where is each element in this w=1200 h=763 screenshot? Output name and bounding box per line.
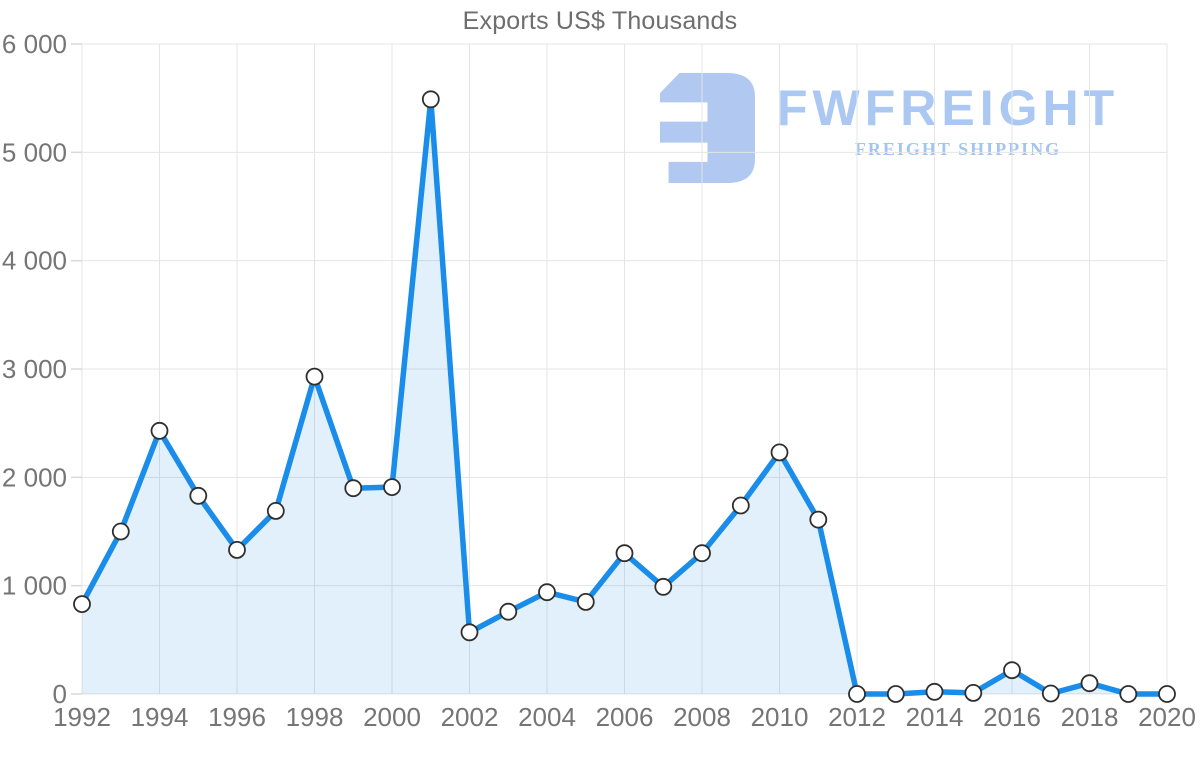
data-point-2013[interactable] [886,685,905,703]
data-point-2000[interactable] [383,478,401,497]
data-point-2001[interactable] [421,90,440,109]
watermark-tagline-text: FREIGHT SHIPPING [854,139,1062,159]
x-axis-label: 2014 [906,702,964,732]
fwfreight-logo-icon [659,73,755,183]
x-axis-label: 1996 [208,702,266,732]
data-point-2019[interactable] [1119,685,1138,703]
watermark-logo: FWFREIGHT FREIGHT SHIPPING [647,73,1139,183]
data-point-2016[interactable] [1003,661,1021,680]
data-point-2006[interactable] [615,544,634,563]
x-axis-label: 1994 [131,702,189,732]
y-axis-label: 1 000 [2,571,67,601]
data-point-2004[interactable] [538,583,556,602]
data-point-1998[interactable] [305,367,324,386]
data-point-1992[interactable] [73,595,91,613]
data-point-2014[interactable] [925,682,944,701]
y-axis-label: 2 000 [2,462,67,492]
data-point-1993[interactable] [111,522,130,541]
data-point-2017[interactable] [1041,684,1060,703]
data-point-2018[interactable] [1080,674,1099,693]
data-point-2007[interactable] [654,577,673,596]
data-point-2010[interactable] [770,443,789,462]
data-point-1994[interactable] [150,421,169,440]
y-axis-label: 4 000 [2,246,67,276]
watermark-text-block: FWFREIGHT FREIGHT SHIPPING [777,81,1139,160]
data-point-1996[interactable] [228,541,246,559]
watermark-brand-text: FWFREIGHT [777,80,1120,136]
y-axis-label: 3 000 [2,354,67,384]
x-axis-label: 1992 [53,702,111,732]
data-point-2008[interactable] [693,544,711,563]
x-axis-label: 2002 [441,702,499,732]
x-axis-label: 2010 [751,702,809,732]
x-axis-label: 2016 [983,702,1041,732]
data-point-2005[interactable] [576,593,595,611]
x-axis-label: 1998 [286,702,344,732]
x-axis-label: 2008 [673,702,731,732]
y-axis-label: 5 000 [2,137,67,167]
data-point-2003[interactable] [499,602,518,621]
series-area-fill [82,99,1167,695]
y-axis-label: 0 [53,679,67,709]
data-point-1999[interactable] [344,479,363,498]
x-axis-label: 2020 [1138,702,1196,732]
data-point-2009[interactable] [731,496,750,515]
data-point-2015[interactable] [964,684,983,702]
data-point-1995[interactable] [189,486,208,505]
chart-title: Exports US$ Thousands [462,7,738,35]
data-point-1997[interactable] [266,501,285,520]
data-point-2011[interactable] [809,510,828,529]
x-axis-label: 2004 [518,702,576,732]
data-point-2002[interactable] [460,623,479,642]
y-axis-label: 6 000 [2,29,67,59]
x-axis-label: 2012 [828,702,886,732]
x-axis-label: 2006 [596,702,654,732]
x-axis-label: 2000 [363,702,421,732]
data-point-2012[interactable] [848,685,866,703]
x-axis-label: 2018 [1061,702,1119,732]
data-point-2020[interactable] [1158,685,1176,703]
